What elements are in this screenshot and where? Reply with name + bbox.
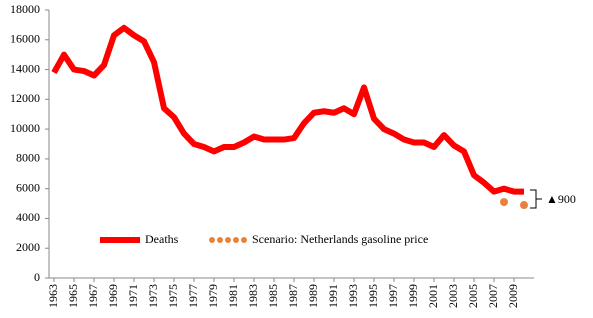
bracket	[530, 189, 542, 209]
x-tick-label: 2005	[466, 284, 480, 308]
x-tick-label: 1971	[126, 284, 140, 308]
annotation: ▲900	[546, 192, 576, 206]
y-tick-label: 4000	[16, 210, 40, 224]
y-tick-label: 18000	[10, 2, 40, 16]
x-tick-label: 1991	[326, 284, 340, 308]
x-tick-label: 1967	[86, 284, 100, 308]
legend-swatch	[233, 237, 239, 243]
legend-swatch	[209, 237, 215, 243]
x-tick-label: 1993	[346, 284, 360, 308]
x-tick-label: 2007	[486, 284, 500, 308]
legend-label: Deaths	[145, 232, 179, 246]
legend-swatch	[241, 237, 247, 243]
x-tick-label: 2009	[506, 284, 520, 308]
x-tick-label: 1979	[206, 284, 220, 308]
y-tick-label: 2000	[16, 240, 40, 254]
legend-label: Scenario: Netherlands gasoline price	[252, 232, 428, 246]
y-tick-label: 8000	[16, 151, 40, 165]
x-tick-label: 1985	[266, 284, 280, 308]
x-tick-label: 1987	[286, 284, 300, 308]
x-tick-label: 1981	[226, 284, 240, 308]
y-tick-label: 16000	[10, 32, 40, 46]
x-tick-label: 2001	[426, 284, 440, 308]
x-tick-label: 1977	[186, 284, 200, 308]
scenario-point	[520, 201, 528, 210]
legend-swatch	[225, 237, 231, 243]
y-tick-label: 0	[34, 270, 40, 284]
x-tick-label: 1989	[306, 284, 320, 308]
x-tick-label: 1995	[366, 284, 380, 308]
x-tick-label: 1997	[386, 284, 400, 308]
x-tick-label: 1969	[106, 284, 120, 308]
x-tick-label: 1973	[146, 284, 160, 308]
y-tick-label: 14000	[10, 61, 40, 75]
x-tick-label: 1963	[46, 284, 60, 308]
y-tick-label: 10000	[10, 121, 40, 135]
x-tick-label: 1975	[166, 284, 180, 308]
legend-swatch	[217, 237, 223, 243]
scenario-point	[500, 198, 508, 207]
x-tick-label: 2003	[446, 284, 460, 308]
x-tick-label: 1965	[66, 284, 80, 308]
x-tick-label: 1999	[406, 284, 420, 308]
x-tick-label: 1983	[246, 284, 260, 308]
y-tick-label: 6000	[16, 180, 40, 194]
series-line	[51, 24, 524, 195]
y-tick-label: 12000	[10, 91, 40, 105]
